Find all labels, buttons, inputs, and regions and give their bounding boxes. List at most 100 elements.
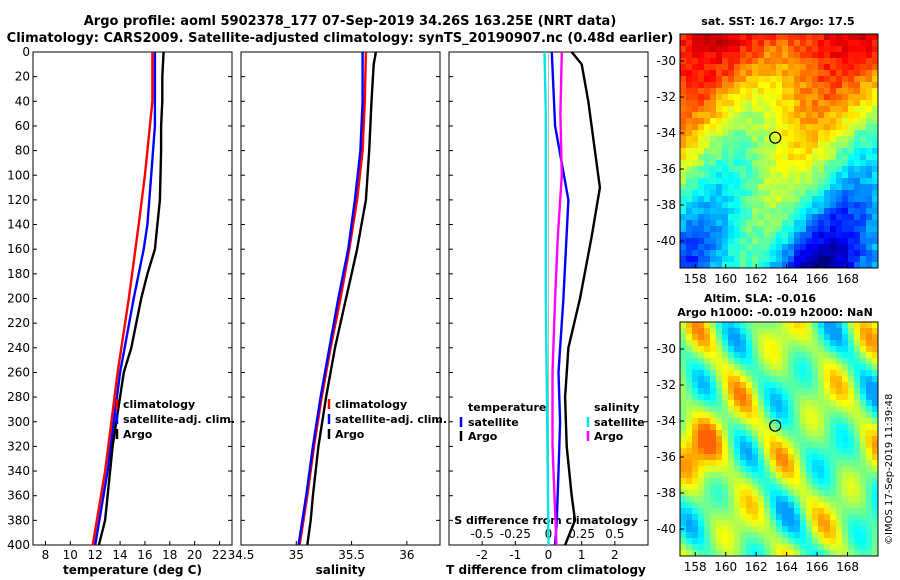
map-cell — [812, 358, 819, 365]
map-cell — [854, 334, 861, 341]
map-cell — [824, 196, 831, 203]
map-cell — [818, 208, 825, 215]
map-cell — [740, 436, 747, 443]
map-cell — [872, 382, 879, 389]
map-cell — [776, 64, 783, 71]
map-cell — [812, 34, 819, 41]
map-cell — [848, 154, 855, 161]
map-cell — [740, 352, 747, 359]
map-ytick-label: -36 — [656, 162, 676, 176]
map-cell — [812, 136, 819, 143]
map-cell — [800, 400, 807, 407]
map-cell — [824, 418, 831, 425]
map-cell — [680, 232, 687, 239]
map-cell — [782, 322, 789, 329]
map-cell — [806, 256, 813, 263]
map-cell — [686, 106, 693, 113]
map-cell — [848, 448, 855, 455]
map-cell — [788, 160, 795, 167]
map-cell — [746, 460, 753, 467]
map-cell — [866, 70, 873, 77]
map-cell — [818, 502, 825, 509]
map-cell — [776, 406, 783, 413]
ytick-label: 160 — [7, 242, 30, 256]
map-cell — [740, 400, 747, 407]
map-cell — [770, 328, 777, 335]
map-cell — [716, 238, 723, 245]
map-cell — [824, 334, 831, 341]
map-cell — [824, 262, 831, 269]
map-cell — [710, 70, 717, 77]
map-cell — [812, 196, 819, 203]
ytick-label: 140 — [7, 218, 30, 232]
map-cell — [722, 370, 729, 377]
map-cell — [860, 208, 867, 215]
map-cell — [872, 418, 879, 425]
map-cell — [740, 106, 747, 113]
map-cell — [734, 76, 741, 83]
xtick-label: -1 — [509, 548, 521, 562]
map-cell — [836, 520, 843, 527]
map-cell — [824, 436, 831, 443]
map-ytick-label: -38 — [656, 198, 676, 212]
map-cell — [872, 256, 879, 263]
map-cell — [842, 148, 849, 155]
map-cell — [818, 550, 825, 557]
map-cell — [848, 418, 855, 425]
map-cell — [752, 412, 759, 419]
map-cell — [710, 514, 717, 521]
map-cell — [806, 418, 813, 425]
map-cell — [854, 118, 861, 125]
map-cell — [716, 502, 723, 509]
map-cell — [740, 544, 747, 551]
map-cell — [824, 244, 831, 251]
map-cell — [836, 52, 843, 59]
map-cell — [806, 400, 813, 407]
map-cell — [716, 484, 723, 491]
map-xtick-label: 158 — [684, 560, 707, 574]
map-cell — [812, 250, 819, 257]
map-cell — [692, 496, 699, 503]
map-cell — [842, 436, 849, 443]
map-xtick-label: 168 — [836, 272, 859, 286]
map-cell — [728, 334, 735, 341]
map-cell — [758, 526, 765, 533]
map-cell — [716, 346, 723, 353]
map-cell — [734, 34, 741, 41]
map-cell — [698, 406, 705, 413]
map-cell — [692, 370, 699, 377]
map-cell — [686, 418, 693, 425]
map-cell — [824, 220, 831, 227]
map-cell — [764, 148, 771, 155]
map-cell — [872, 394, 879, 401]
map-cell — [806, 346, 813, 353]
map-cell — [800, 196, 807, 203]
map-cell — [716, 466, 723, 473]
map-cell — [848, 514, 855, 521]
map-cell — [680, 472, 687, 479]
map-cell — [866, 160, 873, 167]
map-cell — [854, 460, 861, 467]
map-cell — [728, 88, 735, 95]
map-cell — [686, 232, 693, 239]
map-cell — [752, 376, 759, 383]
map-cell — [806, 64, 813, 71]
map-cell — [842, 160, 849, 167]
map-cell — [722, 244, 729, 251]
map-cell — [692, 400, 699, 407]
map-cell — [866, 58, 873, 65]
map-cell — [764, 496, 771, 503]
map-cell — [812, 460, 819, 467]
map-cell — [824, 460, 831, 467]
map-ytick-label: -36 — [656, 450, 676, 464]
map-cell — [770, 436, 777, 443]
map-cell — [770, 136, 777, 143]
map-cell — [746, 256, 753, 263]
map-cell — [842, 442, 849, 449]
map-cell — [830, 250, 837, 257]
map-cell — [860, 106, 867, 113]
map-cell — [776, 526, 783, 533]
map-cell — [680, 430, 687, 437]
map-cell — [704, 202, 711, 209]
map-cell — [776, 460, 783, 467]
